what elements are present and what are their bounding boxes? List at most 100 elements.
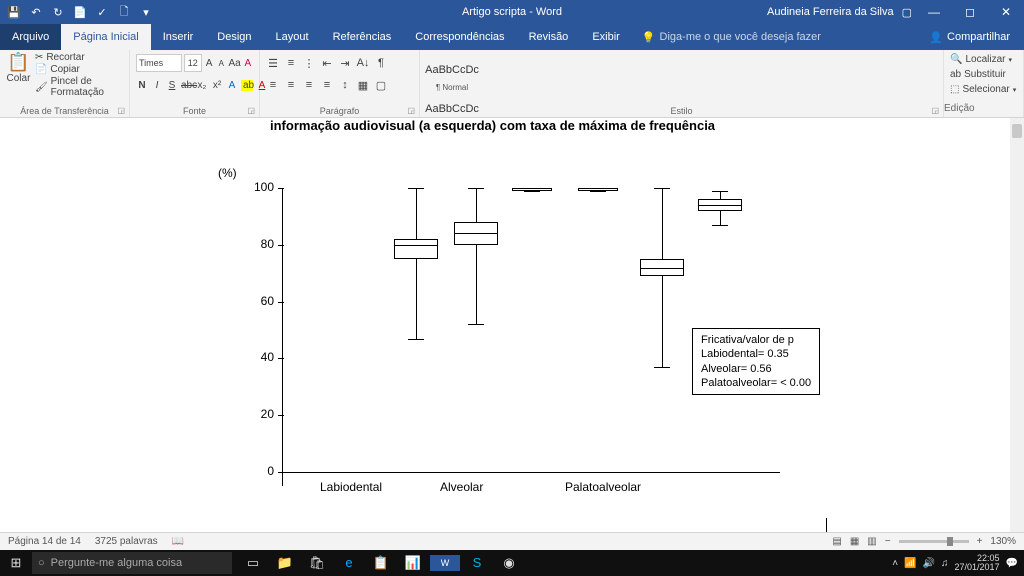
sort-button[interactable]: A↓ — [356, 57, 370, 69]
align-right-button[interactable]: ≡ — [302, 79, 316, 91]
numbering-button[interactable]: ≡ — [284, 57, 298, 69]
bold-button[interactable]: N — [136, 80, 148, 91]
tell-me[interactable]: 💡 — [632, 24, 840, 50]
tab-references[interactable]: Referências — [321, 24, 404, 50]
app-icon[interactable]: 📋 — [366, 555, 396, 571]
edge-icon[interactable]: e — [334, 555, 364, 571]
zoom-in-button[interactable]: + — [977, 536, 983, 547]
tray-up-icon[interactable]: ˄ — [892, 558, 898, 569]
font-group: Times New R 12 A A Aa A N I S abc x₂ x² … — [130, 50, 260, 117]
paragraph-group: ☰ ≡ ⋮ ⇤ ⇥ A↓ ¶ ≡ ≡ ≡ ≡ ↕ ▦ ▢ Parágrafo ◲ — [260, 50, 420, 117]
shading-button[interactable]: ▦ — [356, 79, 370, 92]
language-icon[interactable]: ♫ — [941, 558, 949, 569]
save-icon[interactable]: 💾 — [6, 6, 22, 19]
clock[interactable]: 22:05 27/01/2017 — [955, 554, 1000, 572]
format-painter-button[interactable]: 🖌Pincel de Formatação — [35, 76, 123, 98]
spell-check-icon[interactable]: 📖 — [172, 536, 184, 547]
qat-icon[interactable]: 📄 — [72, 6, 88, 19]
share-button[interactable]: 👤 Compartilhar — [915, 24, 1024, 50]
tell-me-input[interactable] — [660, 31, 840, 43]
network-icon[interactable]: 📶 — [904, 558, 916, 569]
zoom-slider[interactable] — [899, 540, 969, 543]
cortana-search[interactable]: ○ Pergunte-me alguma coisa — [32, 552, 232, 574]
zoom-level[interactable]: 130% — [990, 536, 1016, 547]
chrome-icon[interactable]: ◉ — [494, 555, 524, 571]
tab-file[interactable]: Arquivo — [0, 24, 61, 50]
select-button[interactable]: ⬚Selecionar ▾ — [950, 82, 1017, 97]
tab-layout[interactable]: Layout — [264, 24, 321, 50]
maximize-button[interactable]: ◻ — [956, 5, 984, 19]
skype-icon[interactable]: S — [462, 555, 492, 571]
tab-design[interactable]: Design — [205, 24, 263, 50]
paste-button[interactable]: 📋 Colar — [6, 52, 31, 100]
app-icon[interactable]: 📊 — [398, 555, 428, 571]
dialog-launcher-icon[interactable]: ◲ — [117, 106, 125, 115]
borders-button[interactable]: ▢ — [374, 79, 388, 92]
dialog-launcher-icon[interactable]: ◲ — [931, 106, 939, 115]
whisker-cap — [468, 324, 484, 325]
style-item[interactable]: AaBbCcDc¶ Normal — [426, 54, 478, 93]
close-button[interactable]: ✕ — [992, 5, 1020, 19]
zoom-thumb[interactable] — [947, 537, 953, 546]
increase-indent-button[interactable]: ⇥ — [338, 57, 352, 70]
replace-button[interactable]: abSubstituir — [950, 67, 1017, 82]
y-tick-mark — [278, 472, 284, 473]
copy-button[interactable]: 📄Copiar — [35, 64, 123, 75]
align-left-button[interactable]: ≡ — [266, 79, 280, 91]
read-mode-icon[interactable]: ▤ — [832, 536, 841, 547]
qat-icon[interactable]: ✓ — [94, 6, 110, 19]
find-button[interactable]: 🔍Localizar ▾ — [950, 52, 1017, 67]
undo-icon[interactable]: ↶ — [28, 6, 44, 19]
shrink-font-button[interactable]: A — [216, 59, 226, 68]
scrollbar-thumb[interactable] — [1012, 124, 1022, 138]
vertical-scrollbar[interactable] — [1010, 118, 1024, 532]
show-marks-button[interactable]: ¶ — [374, 57, 388, 69]
qat-more-icon[interactable]: ▾ — [138, 6, 154, 19]
document-title: Artigo scripta - Word — [462, 6, 562, 18]
text-effects-button[interactable]: A — [226, 80, 238, 91]
explorer-icon[interactable]: 📁 — [270, 555, 300, 571]
print-layout-icon[interactable]: ▦ — [850, 536, 859, 547]
multilevel-button[interactable]: ⋮ — [302, 57, 316, 70]
cut-button[interactable]: ✂Recortar — [35, 52, 123, 63]
word-icon[interactable]: W — [430, 555, 460, 571]
new-icon[interactable]: 🗋 — [116, 3, 132, 22]
line-spacing-button[interactable]: ↕ — [338, 79, 352, 91]
superscript-button[interactable]: x² — [211, 80, 223, 91]
minimize-button[interactable]: — — [920, 5, 948, 19]
highlight-button[interactable]: ab — [241, 80, 253, 91]
store-icon[interactable]: 🛍 — [302, 555, 332, 571]
tab-review[interactable]: Revisão — [517, 24, 581, 50]
y-tick-label: 100 — [246, 180, 274, 194]
web-layout-icon[interactable]: ▥ — [867, 536, 876, 547]
font-size-select[interactable]: 12 — [184, 54, 202, 72]
zoom-out-button[interactable]: − — [885, 536, 891, 547]
notifications-icon[interactable]: 💬 — [1006, 558, 1018, 569]
dialog-launcher-icon[interactable]: ◲ — [407, 106, 415, 115]
task-view-icon[interactable]: ▭ — [238, 555, 268, 571]
word-count[interactable]: 3725 palavras — [95, 536, 158, 547]
font-name-select[interactable]: Times New R — [136, 54, 182, 72]
align-center-button[interactable]: ≡ — [284, 79, 298, 91]
italic-button[interactable]: I — [151, 80, 163, 91]
decrease-indent-button[interactable]: ⇤ — [320, 57, 334, 70]
grow-font-button[interactable]: A — [204, 58, 214, 69]
ribbon-options-icon[interactable]: ▢ — [902, 6, 912, 19]
dialog-launcher-icon[interactable]: ◲ — [247, 106, 255, 115]
tab-mailings[interactable]: Correspondências — [403, 24, 516, 50]
cortana-icon: ○ — [38, 557, 45, 569]
start-button[interactable]: ⊞ — [0, 555, 32, 571]
underline-button[interactable]: S — [166, 80, 178, 91]
change-case-button[interactable]: Aa — [228, 58, 240, 69]
redo-icon[interactable]: ↻ — [50, 6, 66, 19]
tab-home[interactable]: Página Inicial — [61, 24, 150, 50]
strike-button[interactable]: abc — [181, 80, 193, 91]
tab-view[interactable]: Exibir — [580, 24, 632, 50]
bullets-button[interactable]: ☰ — [266, 57, 280, 70]
subscript-button[interactable]: x₂ — [196, 80, 208, 91]
tab-insert[interactable]: Inserir — [151, 24, 206, 50]
justify-button[interactable]: ≡ — [320, 79, 334, 91]
volume-icon[interactable]: 🔊 — [923, 558, 935, 569]
page-indicator[interactable]: Página 14 de 14 — [8, 536, 81, 547]
clear-format-button[interactable]: A — [243, 58, 253, 69]
